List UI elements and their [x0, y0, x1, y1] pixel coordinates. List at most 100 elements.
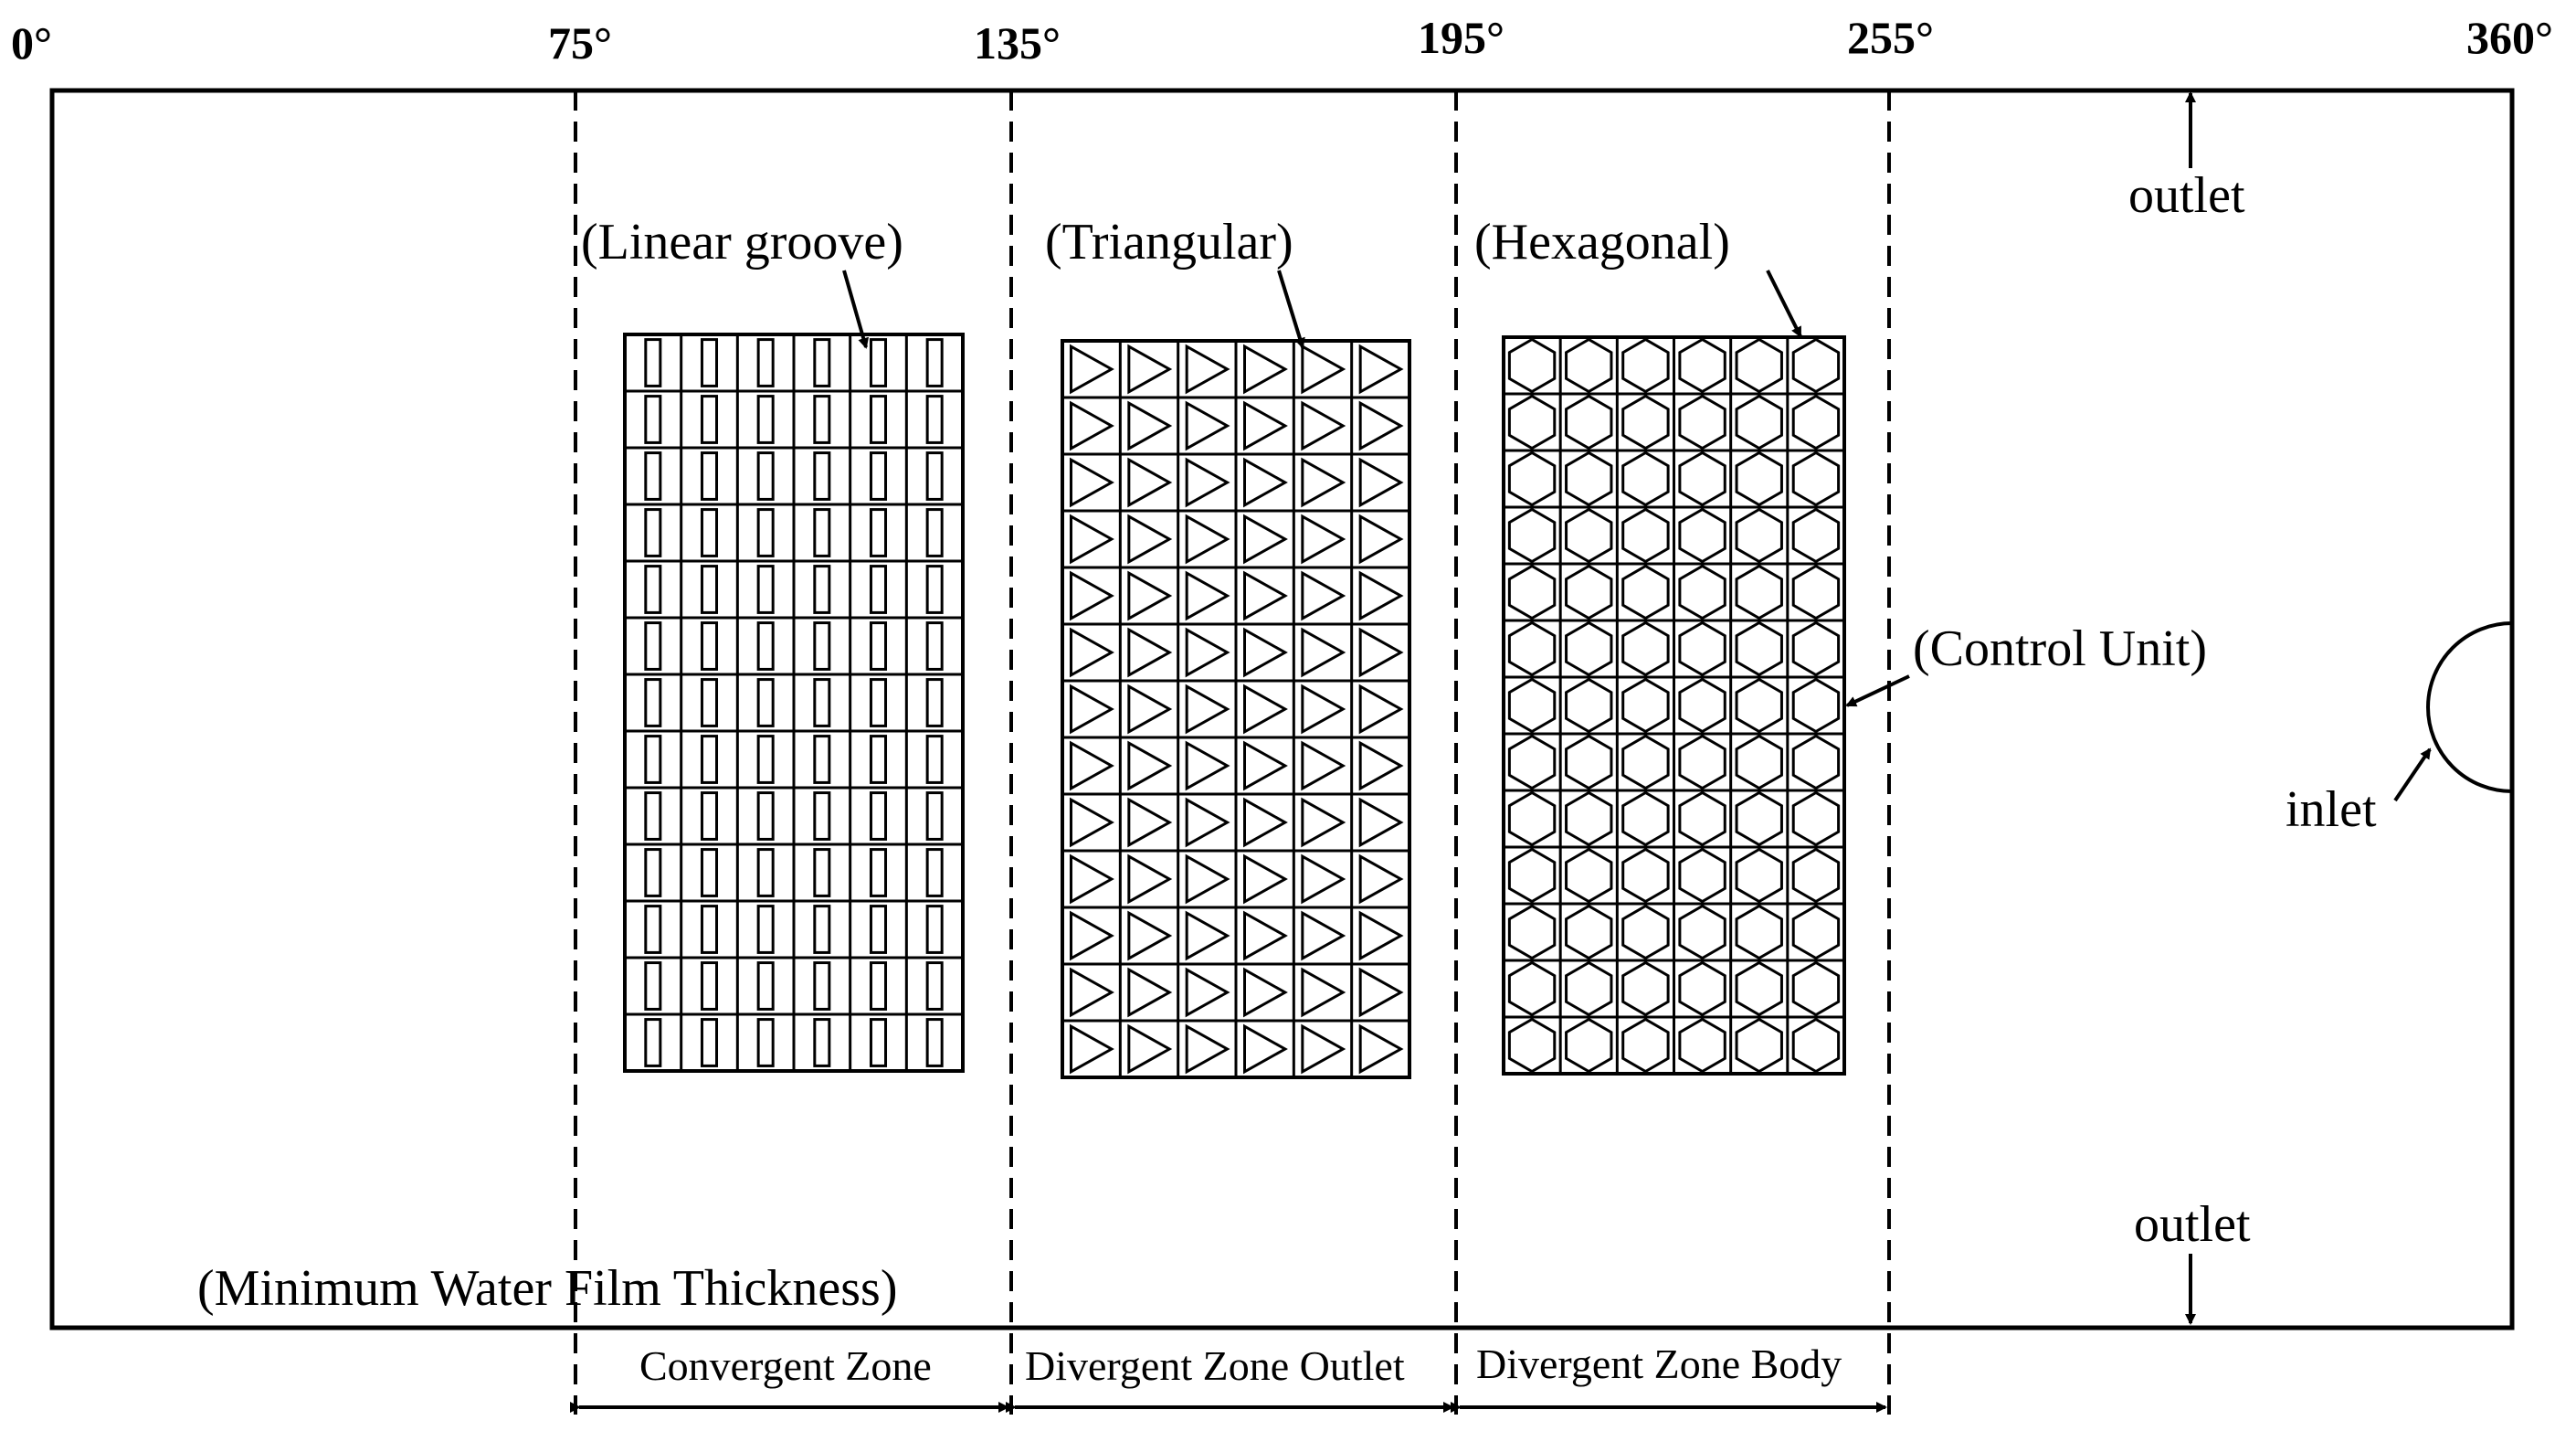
linear-groove-cell	[813, 961, 831, 1011]
linear-groove-cell	[700, 451, 719, 501]
hexagonal-cell	[1565, 450, 1613, 507]
hexagonal-cell	[1621, 734, 1670, 790]
linear-groove-cell	[925, 338, 944, 387]
hexagonal-cell	[1621, 677, 1670, 734]
hexagonal-cell	[1735, 394, 1783, 450]
linear-groove-cell	[869, 1018, 888, 1067]
hexagonal-cell	[1565, 847, 1613, 904]
triangular-cell	[1358, 344, 1404, 395]
linear-groove-cell	[756, 451, 775, 501]
hexagonal-cell	[1565, 734, 1613, 790]
hexagonal-cell	[1791, 620, 1841, 677]
triangular-cell	[1185, 570, 1230, 621]
linear-groove-cell	[925, 395, 944, 444]
triangular-cell	[1358, 910, 1404, 961]
hexagonal-cell	[1565, 960, 1613, 1017]
hexagonal-cell	[1621, 450, 1670, 507]
triangular-cell	[1243, 400, 1288, 451]
triangular-cell	[1127, 570, 1173, 621]
triangular-cell	[1127, 797, 1173, 848]
linear-groove-cell	[644, 735, 662, 784]
bearing-surface-outline	[49, 88, 2515, 1330]
hexagonal-cell	[1507, 1017, 1557, 1074]
triangular-cell	[1185, 740, 1230, 791]
linear-groove-cell	[700, 791, 719, 841]
linear-groove-cell	[813, 565, 831, 614]
triangular-cell	[1070, 514, 1114, 565]
linear-groove-cell	[644, 621, 662, 671]
triangular-cell	[1070, 853, 1114, 905]
linear-groove-cell	[644, 451, 662, 501]
linear-groove-cell	[869, 395, 888, 444]
triangular-cell	[1358, 627, 1404, 678]
linear-groove-arrow	[842, 270, 870, 349]
linear-groove-cell	[869, 508, 888, 557]
triangular-cell	[1070, 684, 1114, 735]
linear-groove-cell	[644, 848, 662, 897]
triangular-cell	[1358, 514, 1404, 565]
hexagonal-cell	[1791, 394, 1841, 450]
linear-groove-cell	[813, 338, 831, 387]
linear-groove-cell	[756, 508, 775, 557]
triangular-cell	[1127, 400, 1173, 451]
linear-groove-cell	[644, 508, 662, 557]
linear-groove-cell	[925, 791, 944, 841]
triangular-cell	[1301, 457, 1346, 508]
inlet-label: inlet	[2286, 781, 2377, 838]
triangular-cell	[1358, 797, 1404, 848]
hexagonal-cell	[1735, 450, 1783, 507]
divergent-zone-outlet-label: Divergent Zone Outlet	[1025, 1342, 1405, 1389]
hexagonal-cell	[1507, 904, 1557, 960]
hexagonal-cell	[1678, 394, 1726, 450]
hexagonal-cell	[1565, 337, 1613, 394]
linear-groove-cell	[869, 338, 888, 387]
linear-groove-cell	[925, 678, 944, 727]
hexagonal-cell	[1678, 734, 1726, 790]
hexagonal-cell	[1791, 734, 1841, 790]
hexagonal-cell	[1735, 507, 1783, 564]
linear-groove-cell	[756, 338, 775, 387]
triangular-cell	[1243, 967, 1288, 1018]
linear-groove-cell	[869, 621, 888, 671]
hexagonal-cell	[1507, 337, 1557, 394]
hexagonal-cell	[1565, 1017, 1613, 1074]
angle-label-195: 195°	[1418, 12, 1504, 63]
linear-groove-cell	[869, 961, 888, 1011]
linear-groove-cell	[700, 508, 719, 557]
hexagonal-cell	[1565, 904, 1613, 960]
hexagonal-cell	[1507, 847, 1557, 904]
triangular-cell	[1185, 514, 1230, 565]
linear-groove-cell	[813, 791, 831, 841]
linear-groove-cell	[925, 1018, 944, 1067]
triangular-cell	[1070, 627, 1114, 678]
hexagonal-cell	[1735, 847, 1783, 904]
linear-groove-cell	[700, 848, 719, 897]
hexagonal-cell	[1507, 734, 1557, 790]
triangular-cell	[1070, 1023, 1114, 1075]
linear-groove-cell	[813, 621, 831, 671]
hexagonal-cell	[1735, 564, 1783, 620]
convergent-zone-label: Convergent Zone	[639, 1342, 932, 1389]
linear-groove-cell	[756, 621, 775, 671]
hexagonal-cell	[1621, 847, 1670, 904]
triangular-cell	[1358, 570, 1404, 621]
hexagonal-cell	[1507, 507, 1557, 564]
hexagonal-cell	[1565, 620, 1613, 677]
hexagonal-cell	[1735, 904, 1783, 960]
triangular-cell	[1185, 344, 1230, 395]
control-unit-label: (Control Unit)	[1913, 620, 2207, 677]
triangular-cell	[1070, 344, 1114, 395]
hexagonal-cell	[1735, 960, 1783, 1017]
linear-groove-cell	[869, 791, 888, 841]
triangular-cell	[1301, 627, 1346, 678]
hexagonal-cell	[1678, 904, 1726, 960]
triangular-cell	[1243, 797, 1288, 848]
hexagonal-cell	[1507, 960, 1557, 1017]
triangular-cell	[1070, 967, 1114, 1018]
triangular-cell	[1185, 1023, 1230, 1075]
top-outlet-label: outlet	[2128, 167, 2245, 224]
linear-groove-cell	[756, 678, 775, 727]
linear-groove-cell	[700, 1018, 719, 1067]
linear-groove-cell	[700, 961, 719, 1011]
linear-groove-cell	[925, 735, 944, 784]
